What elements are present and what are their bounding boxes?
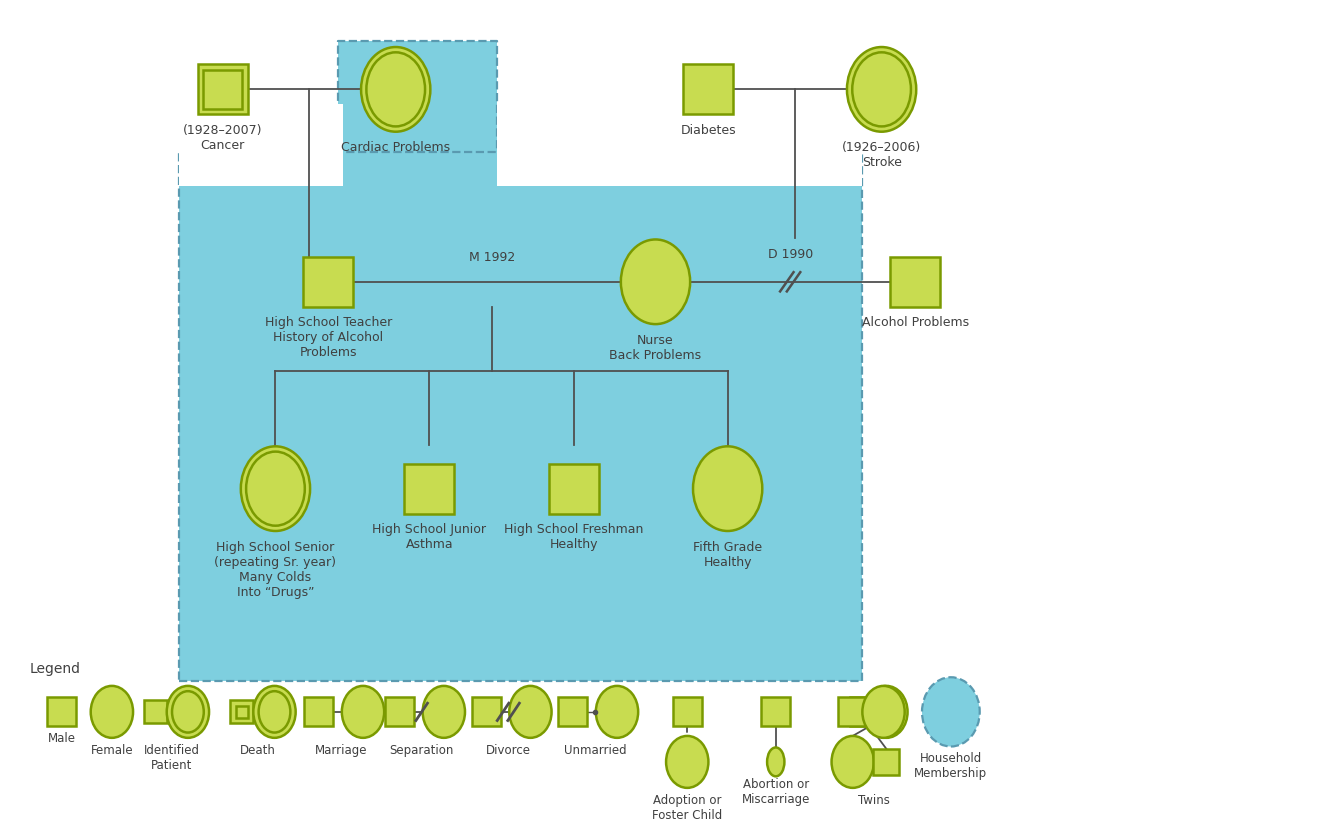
Ellipse shape [667,736,708,788]
Bar [558,697,588,726]
Bar [385,697,414,726]
Ellipse shape [693,446,763,531]
Text: Divorce: Divorce [486,743,530,757]
Text: Jane
10: Jane 10 [713,471,741,499]
Bar [198,64,247,115]
Text: Cardiac Problems: Cardiac Problems [341,141,450,154]
Ellipse shape [509,686,552,738]
Text: Separation: Separation [390,743,454,757]
Text: John
48: John 48 [900,264,930,292]
Bar [405,464,454,514]
Ellipse shape [596,686,639,738]
Bar [235,705,248,718]
Ellipse shape [866,686,907,738]
Text: Legend: Legend [31,662,81,676]
Text: Mary
18: Mary 18 [259,471,291,499]
Text: High School Freshman
Healthy: High School Freshman Healthy [504,523,644,551]
Text: Household
Membership: Household Membership [914,752,987,780]
Text: Fifth Grade
Healthy: Fifth Grade Healthy [693,540,763,568]
Bar [850,697,879,726]
Bar [673,697,701,726]
Bar [179,104,343,186]
Text: Marriage: Marriage [314,743,367,757]
Bar [549,464,599,514]
Text: High School Teacher
History of Alcohol
Problems: High School Teacher History of Alcohol P… [265,317,391,360]
Bar [890,257,941,307]
Bar [338,41,497,167]
Bar [874,749,899,775]
Bar [48,697,76,726]
Text: Bill
16: Bill 16 [420,471,440,499]
Text: Death: Death [240,743,277,757]
Text: Nurse
Back Problems: Nurse Back Problems [609,334,701,361]
Bar [305,697,333,726]
Text: Identified
Patient: Identified Patient [143,743,199,771]
Text: Kim
40: Kim 40 [643,264,668,292]
Ellipse shape [767,747,784,776]
Bar [203,69,242,109]
Text: High School Senior
(repeating Sr. year)
Many Colds
Into “Drugs”: High School Senior (repeating Sr. year) … [215,540,337,599]
Bar [838,697,867,726]
Ellipse shape [240,446,310,531]
Bar [179,152,862,681]
Text: Abortion or
Miscarriage: Abortion or Miscarriage [741,778,810,806]
Ellipse shape [254,686,295,738]
Text: Alice
74: Alice 74 [379,72,411,100]
Bar [230,700,254,724]
Bar [684,64,733,115]
Text: Adoption or
Foster Child: Adoption or Foster Child [652,794,723,822]
Bar [144,700,167,724]
Ellipse shape [831,736,874,788]
Text: Alcohol Problems: Alcohol Problems [862,317,969,329]
Text: Twins: Twins [858,794,890,807]
Ellipse shape [91,686,134,738]
Bar [472,697,501,726]
Ellipse shape [342,686,385,738]
Ellipse shape [361,47,430,132]
Text: William
82: William 82 [684,72,733,100]
Text: Unmarried: Unmarried [564,743,627,757]
Text: Ralph
50: Ralph 50 [310,264,347,292]
Text: High School Junior
Asthma: High School Junior Asthma [373,523,486,551]
Ellipse shape [621,239,691,324]
Bar [303,257,354,307]
Bar [762,697,790,726]
Text: Female: Female [91,743,134,757]
Text: (1928–2007)
Cancer: (1928–2007) Cancer [183,124,262,152]
Ellipse shape [847,47,916,132]
Text: Bob
14: Bob 14 [561,471,587,499]
Text: Diabetes: Diabetes [680,124,736,137]
Text: M 1992: M 1992 [469,252,516,265]
Bar [497,104,862,186]
Ellipse shape [922,677,979,747]
Text: Mary
80: Mary 80 [866,72,898,100]
Ellipse shape [862,686,904,738]
Ellipse shape [167,686,208,738]
Text: D 1990: D 1990 [768,248,812,261]
Text: (1926–2006)
Stroke: (1926–2006) Stroke [842,141,922,169]
Text: Tom
79: Tom 79 [210,72,236,100]
Text: Male: Male [48,732,76,745]
Ellipse shape [422,686,465,738]
